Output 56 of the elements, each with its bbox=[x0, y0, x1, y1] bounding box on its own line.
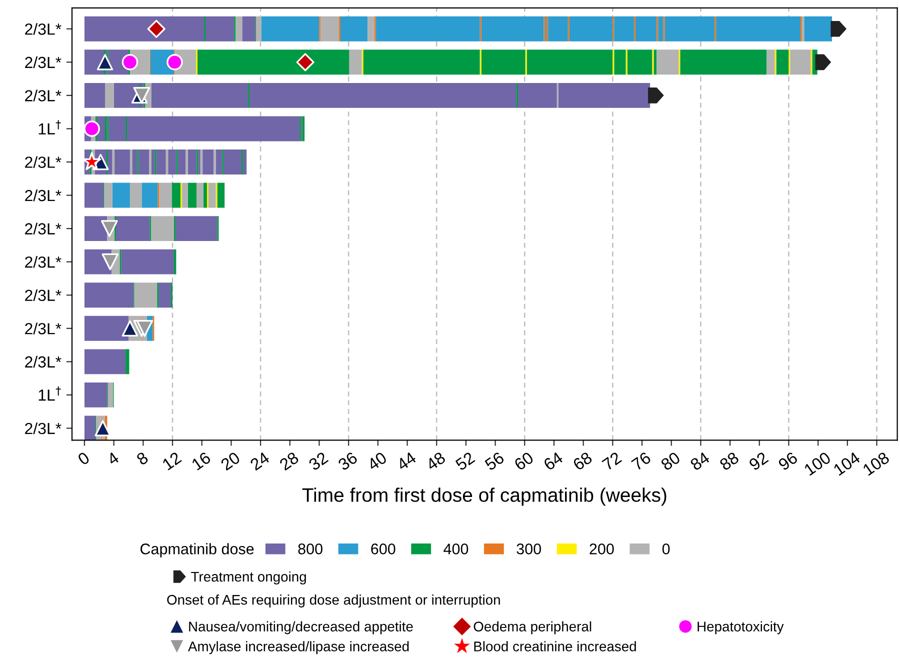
x-tick-label: 84 bbox=[689, 451, 710, 471]
x-tick-label: 44 bbox=[396, 451, 417, 471]
x-tick-label: 108 bbox=[862, 451, 890, 476]
x-tick-label: 88 bbox=[718, 451, 740, 471]
x-tick-label: 92 bbox=[748, 451, 769, 471]
x-tick-label: 48 bbox=[425, 451, 446, 472]
x-tick-label: 4 bbox=[106, 451, 120, 466]
y-tick-label: 2/3L* bbox=[25, 322, 62, 334]
legend-label: 0 bbox=[662, 544, 670, 554]
legend-label: Treatment ongoing bbox=[191, 571, 306, 584]
x-tick-label: 56 bbox=[484, 451, 505, 471]
legend-label: 600 bbox=[371, 544, 396, 554]
y-tick-label: 2/3L* bbox=[25, 189, 62, 202]
x-axis-title: Time from first dose of capmatinib (weeks) bbox=[302, 488, 666, 506]
text: Onset of AEs requiring dose adjustment or interruption bbox=[167, 594, 500, 608]
x-tick-label: 64 bbox=[542, 451, 564, 471]
x-tick-label: 8 bbox=[136, 451, 149, 466]
x-tick-label: 52 bbox=[454, 451, 476, 471]
x-tick-label: 28 bbox=[278, 451, 300, 471]
legend-label: 800 bbox=[298, 544, 322, 554]
x-tick-label: 100 bbox=[804, 451, 832, 476]
legend-label: Nausea/vomiting/decreased appetite bbox=[189, 621, 413, 634]
legend-label: 400 bbox=[444, 544, 468, 554]
x-tick-label: 60 bbox=[514, 451, 534, 471]
x-tick-label: 16 bbox=[191, 451, 212, 471]
x-tick-label: 96 bbox=[778, 451, 798, 471]
x-tick-label: 24 bbox=[249, 451, 270, 471]
y-tick-label: 2/3L* bbox=[25, 356, 62, 368]
x-tick-label: 12 bbox=[162, 451, 182, 470]
y-tick-label: 2/3L* bbox=[25, 156, 62, 168]
x-tick-label: 80 bbox=[660, 451, 681, 471]
y-tick-label: 2/3L* bbox=[25, 222, 62, 234]
x-tick-label: 0 bbox=[77, 451, 90, 466]
x-tick-label: 40 bbox=[366, 451, 388, 472]
x-tick-label: 76 bbox=[630, 451, 652, 471]
legend-label: Blood creatinine increased bbox=[474, 641, 636, 652]
y-tick-label: 2/3L* bbox=[25, 289, 62, 302]
legend-label: Oedema peripheral bbox=[474, 621, 592, 634]
x-tick-label: 32 bbox=[308, 451, 329, 471]
y-tick-label: 2/3L* bbox=[25, 23, 62, 35]
x-tick-label: 36 bbox=[337, 451, 358, 471]
x-tick-label: 104 bbox=[832, 451, 861, 476]
legend-label: 200 bbox=[590, 544, 614, 554]
x-tick-label: 20 bbox=[220, 451, 241, 471]
y-tick-label: 2/3L* bbox=[25, 90, 62, 102]
x-tick-label: 68 bbox=[572, 451, 593, 471]
legend-title: Capmatinib dose bbox=[140, 543, 254, 558]
y-tick-label: 1L$^{†}$ bbox=[38, 120, 61, 134]
y-tick-label: 2/3L* bbox=[25, 56, 62, 68]
legend-label: Hepatotoxicity bbox=[698, 621, 784, 634]
y-tick-label: 2/3L* bbox=[25, 256, 62, 268]
legend-label: 300 bbox=[516, 544, 541, 554]
x-tick-label: 72 bbox=[602, 451, 622, 471]
legend-label: Amylase increased/lipase increased bbox=[188, 641, 409, 654]
y-tick-label: 1L$^{†}$ bbox=[38, 386, 61, 401]
y-tick-label: 2/3L* bbox=[25, 422, 62, 434]
